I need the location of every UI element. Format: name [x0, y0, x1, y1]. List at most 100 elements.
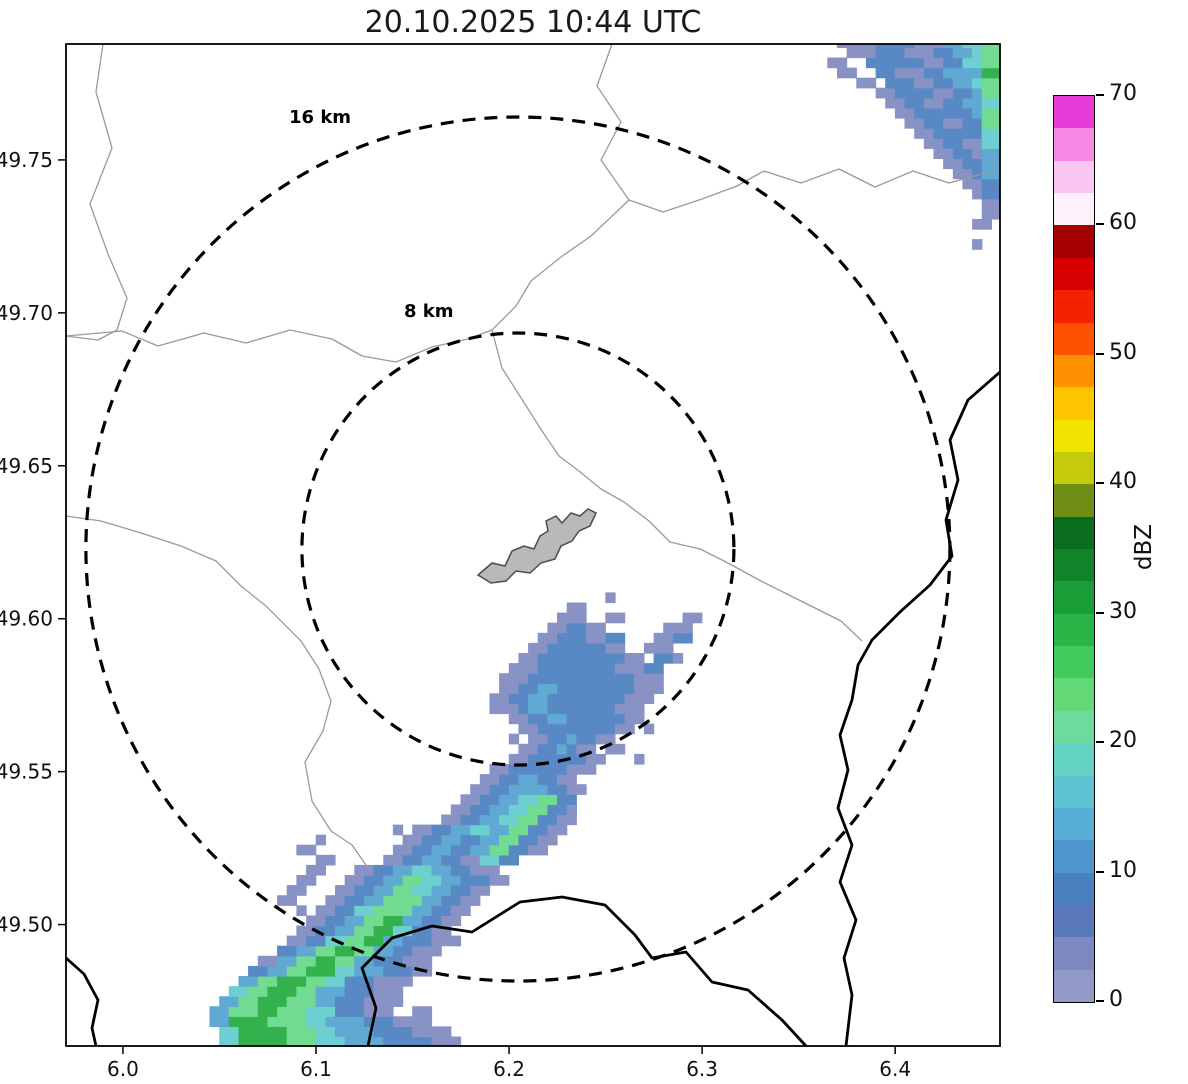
radar-cell [528, 784, 548, 795]
radar-cell [624, 693, 655, 704]
radar-cell [653, 683, 664, 694]
radar-cell [894, 87, 915, 99]
radar-cell [412, 844, 433, 856]
radar-cell [450, 885, 471, 896]
radar-cell [296, 925, 317, 937]
radar-cell [943, 158, 963, 170]
colorbar-segment [1054, 451, 1094, 485]
radar-cell [972, 188, 983, 200]
radar-cell [672, 632, 693, 644]
radar-cell [383, 965, 413, 977]
radar-cell [962, 44, 983, 48]
radar-cell [354, 955, 375, 967]
radar-cell [315, 854, 336, 866]
radar-cell [248, 965, 268, 977]
radar-cell [228, 1016, 268, 1027]
radar-cell [972, 128, 983, 139]
radar-cell [277, 945, 297, 957]
radar-cell [373, 986, 404, 997]
radar-cell [894, 107, 915, 119]
radar-cell [528, 844, 548, 856]
radar-cell [257, 1006, 278, 1017]
radar-cell [518, 703, 529, 715]
radar-cell [566, 784, 587, 795]
radar-cell [335, 925, 355, 937]
radar-cell [383, 1036, 433, 1046]
radar-cell [537, 774, 558, 785]
colorbar-segment [1054, 904, 1094, 938]
radar-cell [943, 44, 963, 48]
radar-cell [431, 885, 452, 896]
radar-cell [421, 854, 442, 866]
radar-cell [557, 612, 587, 624]
radar-cell [296, 986, 317, 997]
radar-cell [335, 885, 355, 896]
radar-cell [972, 168, 983, 180]
radar-cell [267, 986, 297, 997]
radar-cell [972, 107, 983, 119]
radar-cell [508, 844, 529, 856]
radar-cell [228, 1006, 259, 1017]
radar-cell [624, 653, 645, 664]
radar-cell [392, 925, 413, 937]
radar-cell [605, 743, 626, 755]
radar-cell [277, 976, 307, 987]
radar-cell [557, 774, 577, 785]
radar-cell [383, 895, 404, 906]
radar-cell [354, 885, 375, 896]
radar-cell [499, 794, 519, 805]
radar-cell [537, 743, 558, 755]
radar-cell [489, 844, 510, 856]
radar-cell [383, 875, 404, 886]
radar-cell [663, 622, 693, 634]
radar-cell [267, 965, 288, 977]
x-axis-tick-label: 6.2 [493, 1057, 525, 1081]
radar-cell [315, 955, 336, 967]
radar-cell [450, 824, 471, 836]
radar-cell [489, 764, 510, 775]
radar-cell [286, 965, 307, 977]
radar-cell [354, 905, 375, 916]
radar-cell [914, 107, 935, 119]
country-border-line [360, 895, 808, 1046]
radar-cell [277, 955, 297, 967]
radar-cell [557, 814, 577, 826]
radar-cell [315, 1036, 346, 1046]
radar-cell [421, 834, 442, 846]
radar-cell [943, 138, 963, 149]
colorbar-tick [1096, 870, 1104, 873]
radar-cell [518, 743, 539, 755]
y-axis-tick-label: 49.55 [0, 760, 53, 784]
radar-cell [586, 713, 606, 725]
radar-cell [296, 844, 317, 856]
colorbar-tick-label: 60 [1109, 210, 1137, 236]
radar-cell [547, 784, 568, 795]
radar-cell [306, 976, 326, 987]
radar-cell [364, 895, 384, 906]
radar-cell [412, 864, 433, 876]
radar-cell [605, 713, 626, 725]
radar-cell [315, 945, 336, 957]
admin-boundary-line [66, 515, 332, 832]
radar-cell [586, 703, 616, 715]
radar-cell [508, 753, 529, 765]
radar-cell [479, 814, 500, 826]
radar-cell [923, 67, 944, 79]
radar-cell [653, 653, 674, 664]
radar-cell [595, 733, 616, 745]
colorbar-segment [1054, 872, 1094, 905]
radar-cell [306, 864, 326, 876]
radar-cell [952, 77, 973, 89]
radar-cell [528, 693, 548, 704]
colorbar-segment [1054, 613, 1094, 647]
radar-cell [547, 764, 568, 775]
radar-cell [364, 996, 404, 1007]
colorbar-tick-label: 50 [1109, 339, 1137, 365]
radar-cell [460, 814, 481, 826]
radar-cell [238, 1026, 288, 1038]
colorbar-segment [1054, 193, 1094, 226]
radar-cell [933, 148, 954, 159]
radar-cell [344, 895, 365, 906]
